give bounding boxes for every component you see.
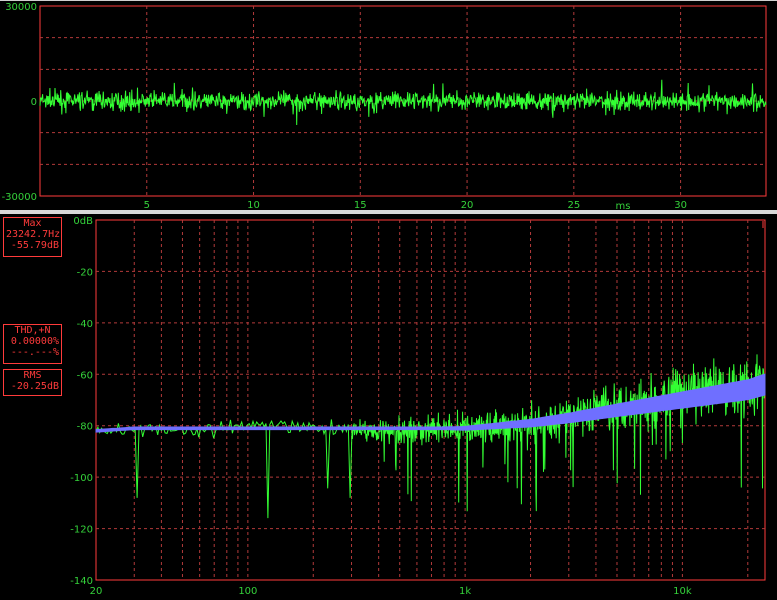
spectrum-y-tick: -20 [77, 267, 93, 278]
spectrum-x-tick: 1k [459, 586, 471, 597]
max-label: Max [23, 218, 42, 229]
waveform-y-tick: 0 [31, 97, 37, 108]
spectrum-y-tick: -60 [77, 370, 93, 381]
spectrum-y-tick: -40 [77, 319, 93, 330]
waveform-x-tick: 10 [247, 200, 260, 211]
panel-divider[interactable] [0, 210, 777, 214]
waveform-x-tick: 20 [461, 200, 474, 211]
thd-value-2: ---.---% [10, 347, 59, 358]
waveform-x-unit: ms [616, 201, 631, 211]
rms-label: RMS [23, 370, 42, 381]
spectrum-average-band [95, 373, 766, 433]
waveform-y-tick: -30000 [2, 192, 37, 203]
max-frequency: 23242.7Hz [6, 229, 61, 240]
max-readout: Max 23242.7Hz -55.79dB [3, 217, 62, 257]
waveform-x-tick: 15 [354, 200, 367, 211]
spectrum-y-tick: -80 [77, 422, 93, 433]
waveform-trace [39, 79, 767, 126]
waveform-y-tick: 30000 [5, 2, 37, 13]
thd-readout: THD,+N 0.00000% ---.---% [3, 324, 62, 364]
spectrum-x-tick: 100 [238, 586, 257, 597]
spectrum-y-tick: -120 [70, 525, 93, 536]
spectrum-y-tick: -100 [70, 473, 93, 484]
waveform-x-tick: 5 [144, 200, 150, 211]
waveform-x-tick: 25 [567, 200, 580, 211]
spectrum-y-tick: 0dB [73, 216, 93, 227]
spectrum-x-tick: 10k [673, 586, 692, 597]
spectrum-y-tick: -140 [70, 576, 93, 587]
spectrum-x-tick: 20 [90, 586, 103, 597]
waveform-chart[interactable]: 30000 0 -30000 5 10 15 20 25 30 ms [0, 1, 777, 211]
waveform-panel[interactable]: 30000 0 -30000 5 10 15 20 25 30 ms [0, 0, 777, 214]
rms-readout: RMS -20.25dB [3, 369, 62, 396]
rms-value: -20.25dB [10, 381, 59, 392]
thd-value: 0.00000% [10, 336, 59, 347]
waveform-x-tick: 30 [674, 200, 687, 211]
spectrum-panel[interactable]: 0dB -20 -40 -60 -80 -100 -120 -140 20 100 1k 10k Ma… [0, 214, 777, 600]
thd-label: THD,+N [14, 325, 51, 336]
max-level: -55.79dB [10, 240, 59, 251]
